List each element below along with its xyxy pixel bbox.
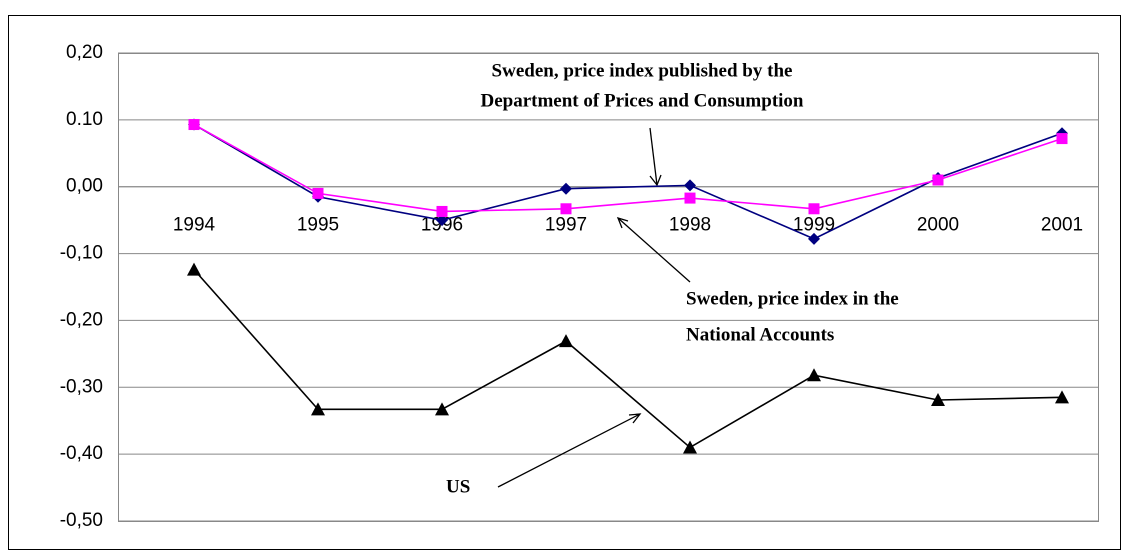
arrow-head xyxy=(616,216,629,229)
arrow-head xyxy=(628,413,642,424)
marker xyxy=(560,203,572,215)
annotation: Department of Prices and Consumption xyxy=(481,90,804,111)
marker xyxy=(311,402,325,416)
arrow xyxy=(497,413,641,488)
arrows xyxy=(497,127,691,488)
marker xyxy=(559,334,573,348)
marker xyxy=(807,368,821,382)
marker xyxy=(187,262,201,276)
y-tick-label: -0,50 xyxy=(60,510,103,531)
marker xyxy=(436,205,448,217)
y-tick-label: 0,00 xyxy=(66,176,103,197)
marker xyxy=(808,232,820,245)
marker xyxy=(931,392,945,406)
series-line xyxy=(193,269,1063,449)
x-tick-label: 1999 xyxy=(793,215,835,236)
series-line xyxy=(193,123,1063,213)
marker xyxy=(312,187,324,199)
y-tick-label: 0.10 xyxy=(66,109,103,130)
x-tick-label: 2000 xyxy=(917,215,959,236)
marker xyxy=(560,182,572,195)
x-tick-label: 1997 xyxy=(545,215,587,236)
x-tick-label: 1995 xyxy=(297,215,339,236)
x-tick-label: 1998 xyxy=(669,215,711,236)
annotation: National Accounts xyxy=(686,324,834,345)
marker xyxy=(684,192,696,204)
x-tick-label: 1994 xyxy=(173,215,216,236)
marker xyxy=(683,440,697,454)
annotation: Sweden, price index published by the xyxy=(492,60,793,81)
marker xyxy=(808,203,820,215)
annotation: US xyxy=(446,476,470,497)
annotation: Sweden, price index in the xyxy=(686,288,899,309)
arrow-head xyxy=(649,174,662,187)
y-tick-label: 0,20 xyxy=(66,42,103,63)
marker xyxy=(684,179,696,192)
arrow xyxy=(617,217,691,283)
marker xyxy=(932,174,944,186)
marker xyxy=(1056,133,1068,145)
x-tick-label: 2001 xyxy=(1041,215,1083,236)
marker xyxy=(1055,390,1069,404)
marker xyxy=(188,119,200,131)
series-line xyxy=(193,123,1063,240)
arrow xyxy=(649,127,658,186)
marker xyxy=(435,402,449,416)
plot-border xyxy=(118,53,1099,522)
y-tick-label: -0,20 xyxy=(60,309,103,330)
chart-border xyxy=(8,15,1121,550)
y-tick-label: -0,30 xyxy=(60,376,103,397)
y-tick-label: -0,40 xyxy=(60,443,103,464)
marker xyxy=(436,214,448,227)
y-tick-label: -0,10 xyxy=(60,243,103,264)
